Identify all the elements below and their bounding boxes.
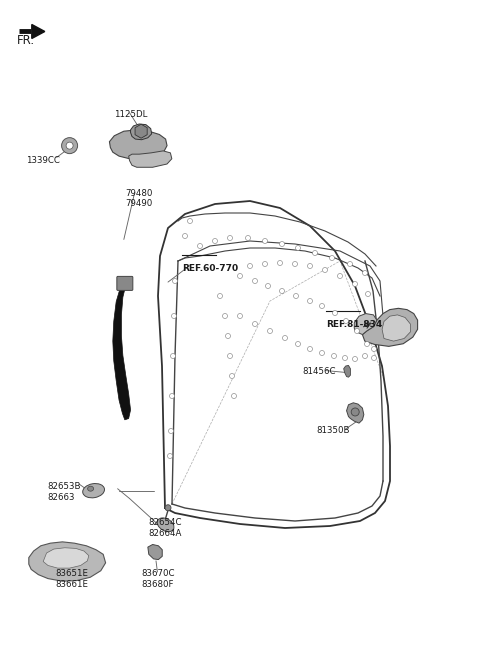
Circle shape <box>238 314 242 319</box>
Circle shape <box>296 342 300 346</box>
Text: 81350B: 81350B <box>317 426 350 436</box>
Polygon shape <box>109 130 167 159</box>
Circle shape <box>229 373 235 379</box>
Ellipse shape <box>88 486 94 491</box>
Circle shape <box>168 428 173 434</box>
Circle shape <box>348 262 352 266</box>
Circle shape <box>66 142 73 149</box>
Ellipse shape <box>157 518 174 531</box>
Circle shape <box>172 279 178 283</box>
Circle shape <box>364 342 370 346</box>
Circle shape <box>308 346 312 352</box>
Circle shape <box>320 350 324 356</box>
FancyBboxPatch shape <box>117 276 133 291</box>
Circle shape <box>168 453 172 459</box>
Polygon shape <box>148 544 162 560</box>
Polygon shape <box>131 124 152 140</box>
Circle shape <box>170 354 176 358</box>
Circle shape <box>292 262 298 266</box>
Polygon shape <box>129 151 172 167</box>
Text: 83670C
83680F: 83670C 83680F <box>142 569 175 589</box>
Circle shape <box>267 329 273 333</box>
Circle shape <box>308 298 312 304</box>
Polygon shape <box>113 281 131 420</box>
Circle shape <box>217 293 223 298</box>
Text: 82654C
82664A: 82654C 82664A <box>149 518 182 538</box>
Circle shape <box>226 333 230 338</box>
Circle shape <box>296 245 300 251</box>
Text: REF.60-770: REF.60-770 <box>182 264 239 273</box>
Circle shape <box>355 329 360 333</box>
Text: 82653B
82663: 82653B 82663 <box>47 482 81 502</box>
Circle shape <box>337 274 343 279</box>
Polygon shape <box>32 24 45 39</box>
Polygon shape <box>354 314 377 335</box>
Circle shape <box>182 234 188 239</box>
Polygon shape <box>347 403 364 423</box>
Circle shape <box>252 321 257 327</box>
Circle shape <box>228 236 232 241</box>
Circle shape <box>231 394 237 398</box>
Circle shape <box>352 281 358 287</box>
Circle shape <box>333 310 337 316</box>
Circle shape <box>329 255 335 260</box>
Text: 1125DL: 1125DL <box>114 110 148 119</box>
Circle shape <box>312 251 317 255</box>
Polygon shape <box>362 308 418 346</box>
Circle shape <box>213 239 217 243</box>
Circle shape <box>352 356 358 361</box>
Circle shape <box>263 262 267 266</box>
Ellipse shape <box>165 504 171 511</box>
Text: 79480
79490: 79480 79490 <box>126 189 153 209</box>
Circle shape <box>279 289 285 293</box>
Circle shape <box>265 283 271 289</box>
Circle shape <box>283 335 288 340</box>
Circle shape <box>344 319 348 323</box>
Circle shape <box>245 236 251 241</box>
Circle shape <box>238 274 242 279</box>
Circle shape <box>332 354 336 358</box>
Circle shape <box>362 354 368 358</box>
Polygon shape <box>382 315 410 341</box>
Circle shape <box>252 279 257 283</box>
Text: REF.81-834: REF.81-834 <box>326 320 383 329</box>
Text: 83651E
83661E: 83651E 83661E <box>55 569 88 589</box>
Circle shape <box>169 394 175 398</box>
Ellipse shape <box>83 483 105 498</box>
Circle shape <box>223 314 228 319</box>
Circle shape <box>323 268 327 272</box>
Circle shape <box>372 346 376 352</box>
Circle shape <box>365 291 371 297</box>
Circle shape <box>343 356 348 361</box>
Circle shape <box>61 138 78 154</box>
Circle shape <box>171 314 177 319</box>
Circle shape <box>188 218 192 224</box>
Circle shape <box>308 264 312 268</box>
Polygon shape <box>29 542 106 581</box>
Circle shape <box>279 241 285 247</box>
Circle shape <box>263 239 267 243</box>
Circle shape <box>248 264 252 268</box>
Circle shape <box>228 354 232 358</box>
Circle shape <box>362 270 368 276</box>
Circle shape <box>293 293 299 298</box>
Circle shape <box>277 260 283 266</box>
Text: 1339CC: 1339CC <box>26 156 60 165</box>
Circle shape <box>372 356 376 361</box>
Ellipse shape <box>351 408 359 416</box>
Polygon shape <box>43 548 89 568</box>
Circle shape <box>320 304 324 308</box>
Text: 81456C: 81456C <box>302 367 336 377</box>
Text: FR.: FR. <box>17 34 35 47</box>
Polygon shape <box>344 365 350 377</box>
Circle shape <box>197 243 203 249</box>
